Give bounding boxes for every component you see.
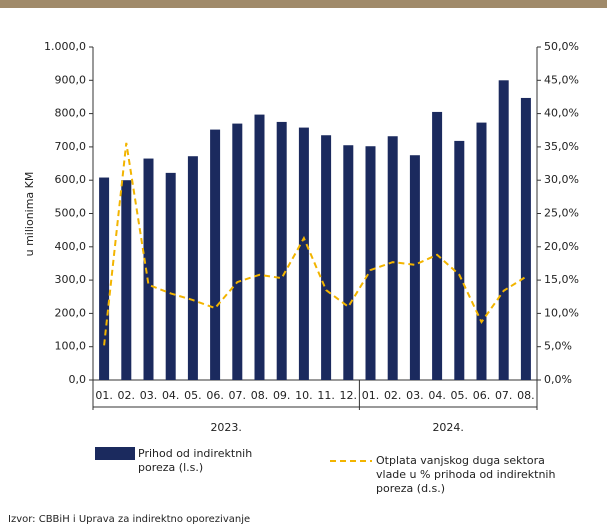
bar — [210, 129, 221, 380]
x-tick-label: 03. — [406, 389, 424, 402]
x-tick-label: 03. — [140, 389, 158, 402]
bar — [276, 121, 287, 381]
x-tick-label: 02. — [118, 389, 136, 402]
bar — [187, 156, 198, 380]
y-tick-label: 100,0 — [55, 340, 87, 353]
x-tick-label: 12. — [340, 389, 358, 402]
bar — [365, 146, 376, 380]
top-band — [0, 0, 607, 8]
y-tick-label: 200,0 — [55, 306, 87, 319]
x-tick-label: 04. — [428, 389, 446, 402]
y2-tick-label: 35,0% — [544, 140, 579, 153]
x-tick-label: 08. — [517, 389, 535, 402]
x-tick-label: 07. — [495, 389, 513, 402]
bar — [498, 80, 509, 381]
bar — [476, 122, 487, 380]
bar — [99, 177, 110, 380]
bar — [432, 111, 443, 380]
y2-tick-label: 40,0% — [544, 107, 579, 120]
x-tick-label: 08. — [251, 389, 269, 402]
y-tick-label: 900,0 — [55, 73, 87, 86]
bar — [520, 97, 531, 380]
bar — [454, 140, 465, 380]
x-tick-label: 05. — [184, 389, 202, 402]
bar — [165, 172, 176, 380]
y2-tick-label: 30,0% — [544, 173, 579, 186]
bar — [298, 127, 309, 380]
bar — [143, 158, 154, 380]
y-tick-label: 800,0 — [55, 107, 87, 120]
y-tick-label: 1.000,0 — [44, 40, 86, 53]
bar — [232, 123, 243, 380]
x-tick-label: 10. — [295, 389, 313, 402]
y-tick-label: 0,0 — [69, 373, 87, 386]
y-tick-label: 500,0 — [55, 207, 87, 220]
y-axis-label: u milionima KM — [23, 172, 36, 257]
y2-tick-label: 5,0% — [544, 340, 572, 353]
bar — [321, 135, 332, 380]
year-label: 2023. — [210, 421, 242, 434]
legend-swatch-bar — [95, 447, 135, 460]
legend-bar: Prihod od indirektnih poreza (l.s.) — [138, 447, 253, 474]
x-tick-label: 05. — [451, 389, 469, 402]
y2-tick-label: 15,0% — [544, 273, 579, 286]
y2-tick-label: 25,0% — [544, 207, 579, 220]
line — [103, 142, 527, 346]
legend-line: Otplata vanjskog duga sektora vlade u % … — [376, 454, 556, 495]
bar — [254, 114, 265, 380]
y2-tick-label: 45,0% — [544, 73, 579, 86]
x-tick-label: 01. — [95, 389, 113, 402]
bar — [343, 145, 354, 380]
bar — [409, 155, 420, 380]
y-tick-label: 600,0 — [55, 173, 87, 186]
x-tick-label: 11. — [317, 389, 335, 402]
y2-tick-label: 10,0% — [544, 306, 579, 319]
year-label: 2024. — [432, 421, 464, 434]
x-tick-label: 06. — [473, 389, 491, 402]
bar — [387, 136, 398, 380]
x-tick-label: 07. — [229, 389, 247, 402]
x-tick-label: 06. — [206, 389, 224, 402]
x-tick-label: 01. — [362, 389, 380, 402]
y-tick-label: 300,0 — [55, 273, 87, 286]
y-tick-label: 700,0 — [55, 140, 87, 153]
y2-tick-label: 0,0% — [544, 373, 572, 386]
x-tick-label: 02. — [384, 389, 402, 402]
bar — [121, 180, 132, 380]
x-tick-label: 04. — [162, 389, 180, 402]
x-tick-label: 09. — [273, 389, 291, 402]
y-tick-label: 400,0 — [55, 240, 87, 253]
y2-tick-label: 20,0% — [544, 240, 579, 253]
y2-tick-label: 50,0% — [544, 40, 579, 53]
source: Izvor: CBBiH i Uprava za indirektno opor… — [8, 514, 250, 525]
